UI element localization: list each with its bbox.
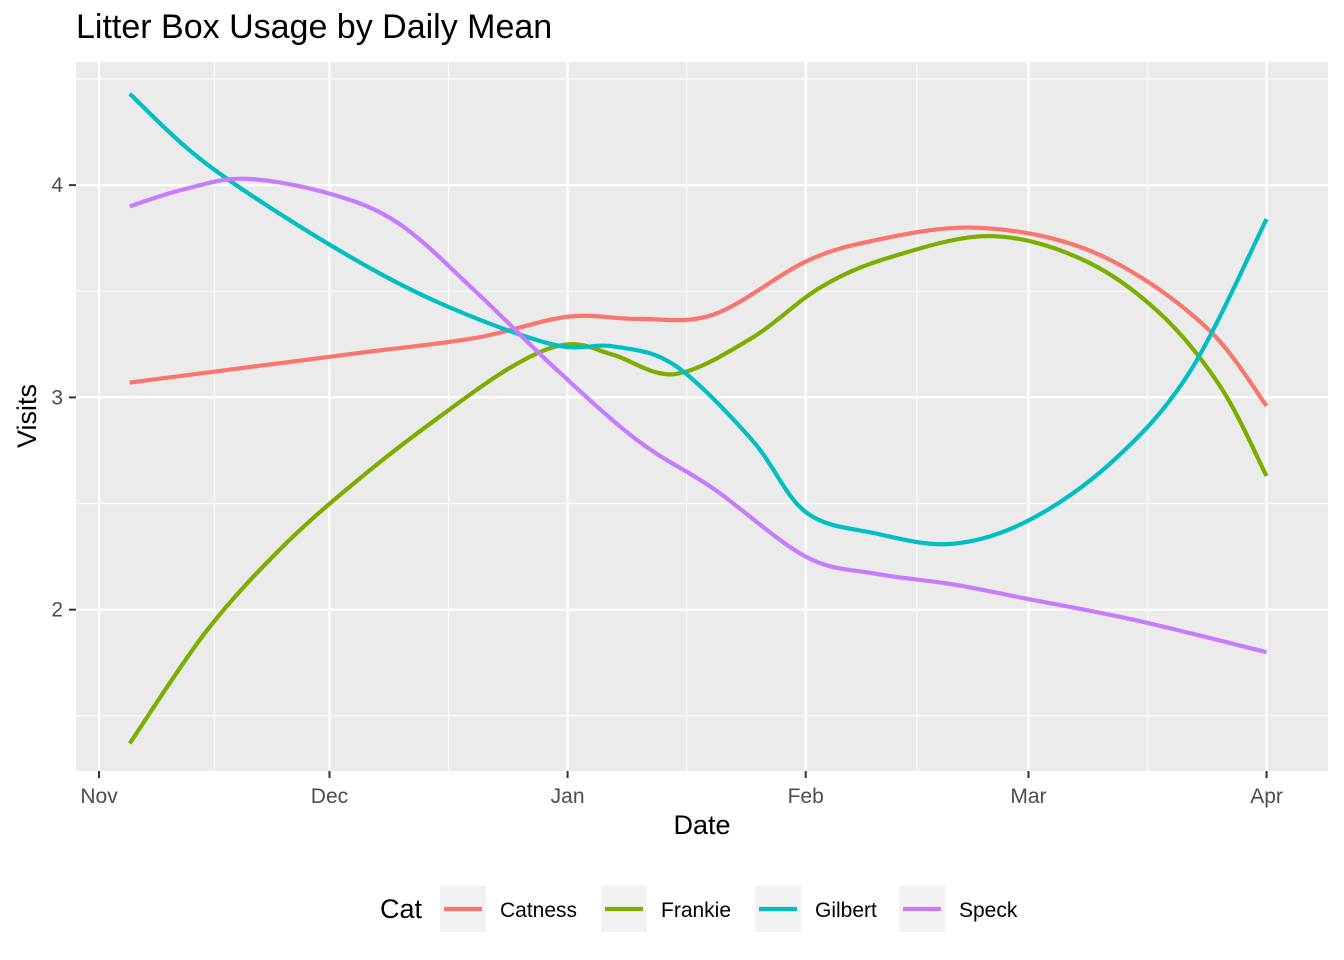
legend-label-frankie: Frankie xyxy=(661,899,731,922)
series-line-frankie xyxy=(128,233,1269,745)
grid-minor xyxy=(76,62,1328,771)
legend-label-catness: Catness xyxy=(500,899,577,922)
x-tick-label: Dec xyxy=(311,785,348,808)
legend-label-gilbert: Gilbert xyxy=(815,899,877,922)
series-line-catness xyxy=(129,225,1269,408)
x-tick-label: Nov xyxy=(80,785,118,808)
legend: Cat Catness Frankie Gilbert Speck xyxy=(380,886,1018,932)
series-lines xyxy=(128,92,1269,745)
y-tick-label: 3 xyxy=(51,386,63,409)
x-tick-label: Jan xyxy=(551,785,585,808)
x-axis-title: Date xyxy=(673,810,730,840)
x-axis: Nov Dec Jan Feb Mar Apr xyxy=(80,771,1283,808)
chart-title: Litter Box Usage by Daily Mean xyxy=(76,8,553,46)
x-tick-label: Mar xyxy=(1010,785,1046,808)
y-tick-label: 2 xyxy=(51,599,63,622)
x-tick-label: Apr xyxy=(1250,785,1283,808)
legend-label-speck: Speck xyxy=(959,899,1018,922)
series-line-speck xyxy=(129,176,1268,655)
series-line-gilbert xyxy=(128,92,1269,547)
y-axis-title: Visits xyxy=(12,384,42,448)
x-tick-label: Feb xyxy=(788,785,824,808)
y-axis: 2 3 4 xyxy=(51,174,76,622)
y-tick-label: 4 xyxy=(51,174,63,197)
plot-panel xyxy=(76,62,1328,771)
legend-title: Cat xyxy=(380,894,423,924)
